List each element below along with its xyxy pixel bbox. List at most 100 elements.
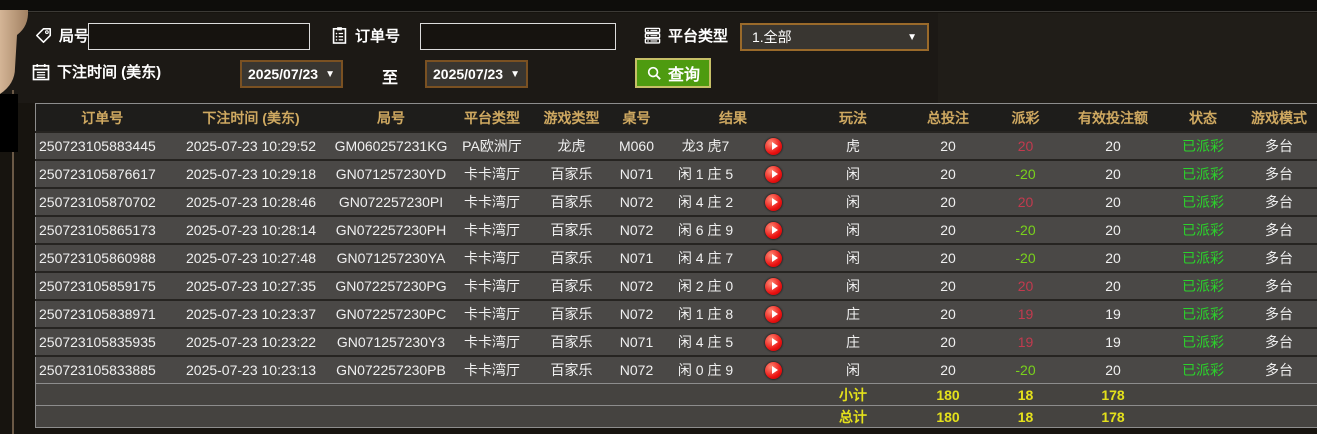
cell-valid-bet: 19	[1060, 299, 1166, 328]
cell-game-mode: 多台	[1240, 355, 1317, 384]
table-row: 250723105883445 2025-07-23 10:29:52 GM06…	[35, 131, 1317, 160]
cell-round: GN071257230Y3	[333, 327, 449, 356]
cell-platform: 卡卡湾厅	[448, 187, 536, 216]
cell-play-method: 闲	[800, 159, 906, 188]
cell-game-type: 百家乐	[535, 299, 608, 328]
play-video-icon[interactable]	[764, 277, 782, 295]
cell-play-method: 闲	[800, 243, 906, 272]
cell-play-method: 闲	[800, 355, 906, 384]
date-to-value: 2025/07/23	[433, 66, 504, 82]
platform-filter: 平台类型	[643, 25, 728, 46]
subtotal-valid-bet: 178	[1060, 383, 1166, 406]
platform-select[interactable]: 1.全部 ▼	[740, 23, 929, 51]
cell-bet-time: 2025-07-23 10:23:13	[168, 355, 334, 384]
cell-result: 闲 0 庄 9	[665, 355, 746, 384]
subtotal-payout: 18	[990, 383, 1061, 406]
cell-game-mode: 多台	[1240, 327, 1317, 356]
cell-play	[745, 187, 801, 216]
play-video-icon[interactable]	[764, 221, 782, 239]
total-valid-bet: 178	[1060, 405, 1166, 428]
table-row: 250723105835935 2025-07-23 10:23:22 GN07…	[35, 327, 1317, 356]
cell-order: 250723105838971	[35, 299, 169, 328]
cell-payout: 20	[990, 187, 1061, 216]
platform-label: 平台类型	[668, 28, 729, 45]
cell-table: M060	[607, 131, 666, 160]
cell-result: 闲 4 庄 5	[665, 327, 746, 356]
cell-status: 已派彩	[1165, 355, 1241, 384]
cell-platform: 卡卡湾厅	[448, 159, 536, 188]
cell-valid-bet: 19	[1060, 327, 1166, 356]
subtotal-spacer	[1165, 383, 1241, 406]
round-input[interactable]	[88, 23, 310, 50]
cell-round: GN072257230PG	[333, 271, 449, 300]
play-video-icon[interactable]	[764, 137, 782, 155]
tag-icon	[35, 27, 52, 44]
cell-total-bet: 20	[905, 159, 991, 188]
subtotal-row: 小计 180 18 178	[35, 383, 1317, 406]
cell-play	[745, 327, 801, 356]
cell-payout: -20	[990, 159, 1061, 188]
cell-round: GN071257230YD	[333, 159, 449, 188]
table-row: 250723105876617 2025-07-23 10:29:18 GN07…	[35, 159, 1317, 188]
col-game-type: 游戏类型	[535, 103, 608, 132]
cell-payout: 20	[990, 131, 1061, 160]
top-right-panel	[938, 13, 1317, 103]
cell-round: GN072257230PI	[333, 187, 449, 216]
cell-platform: 卡卡湾厅	[448, 355, 536, 384]
cell-game-mode: 多台	[1240, 131, 1317, 160]
bet-time-filter: 下注时间 (美东)	[31, 61, 161, 82]
total-label: 总计	[800, 405, 906, 428]
cell-game-mode: 多台	[1240, 215, 1317, 244]
col-table: 桌号	[607, 103, 666, 132]
play-video-icon[interactable]	[764, 305, 782, 323]
cell-play-method: 虎	[800, 131, 906, 160]
left-black-patch	[0, 94, 18, 152]
bet-records-table: 订单号 下注时间 (美东) 局号 平台类型 游戏类型 桌号 结果 玩法 总投注 …	[35, 103, 1317, 428]
cell-platform: 卡卡湾厅	[448, 243, 536, 272]
query-button[interactable]: 查询	[635, 58, 712, 88]
cell-valid-bet: 20	[1060, 243, 1166, 272]
subtotal-spacer	[1240, 383, 1317, 406]
cell-total-bet: 20	[905, 215, 991, 244]
play-video-icon[interactable]	[764, 193, 782, 211]
cell-game-mode: 多台	[1240, 187, 1317, 216]
cell-game-type: 百家乐	[535, 159, 608, 188]
cell-table: N072	[607, 355, 666, 384]
cell-table: N072	[607, 271, 666, 300]
cell-play	[745, 131, 801, 160]
cell-game-type: 百家乐	[535, 215, 608, 244]
cell-order: 250723105860988	[35, 243, 169, 272]
cell-bet-time: 2025-07-23 10:23:37	[168, 299, 334, 328]
play-video-icon[interactable]	[764, 249, 782, 267]
col-bet-time: 下注时间 (美东)	[168, 103, 334, 132]
col-play-method: 玩法	[800, 103, 906, 132]
cell-platform: 卡卡湾厅	[448, 271, 536, 300]
cell-play-method: 庄	[800, 299, 906, 328]
cell-order: 250723105833885	[35, 355, 169, 384]
cell-play-method: 闲	[800, 215, 906, 244]
cell-result: 闲 4 庄 7	[665, 243, 746, 272]
cell-round: GM060257231KG	[333, 131, 449, 160]
order-filter: 订单号	[330, 25, 400, 46]
col-status: 状态	[1165, 103, 1241, 132]
date-to-picker[interactable]: 2025/07/23 ▼	[425, 60, 528, 88]
cell-payout: 20	[990, 271, 1061, 300]
cell-platform: PA欧洲厅	[448, 131, 536, 160]
total-total-bet: 180	[905, 405, 991, 428]
cell-play-method: 闲	[800, 187, 906, 216]
play-video-icon[interactable]	[764, 333, 782, 351]
play-video-icon[interactable]	[764, 165, 782, 183]
cell-bet-time: 2025-07-23 10:27:35	[168, 271, 334, 300]
date-from-picker[interactable]: 2025/07/23 ▼	[240, 60, 343, 88]
play-video-icon[interactable]	[764, 361, 782, 379]
cell-total-bet: 20	[905, 243, 991, 272]
cell-payout: -20	[990, 355, 1061, 384]
cell-valid-bet: 20	[1060, 187, 1166, 216]
cell-valid-bet: 20	[1060, 355, 1166, 384]
cell-game-mode: 多台	[1240, 299, 1317, 328]
cell-total-bet: 20	[905, 271, 991, 300]
order-input[interactable]	[420, 23, 616, 50]
cell-play-method: 闲	[800, 271, 906, 300]
platform-selected-value: 1.全部	[752, 29, 792, 45]
col-result: 结果	[665, 103, 801, 132]
